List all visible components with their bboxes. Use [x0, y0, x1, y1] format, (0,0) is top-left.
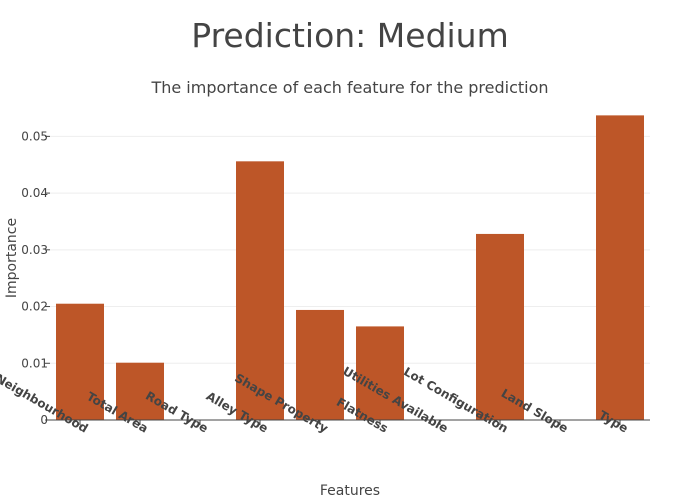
bar-lot-configuration[interactable]	[476, 233, 524, 420]
y-tick-label: 0.01	[21, 356, 48, 370]
y-tick-label: 0.02	[21, 300, 48, 314]
y-axis-label: Importance	[4, 218, 20, 298]
y-tick-label: 0.04	[21, 186, 48, 200]
bar-neighbourhood[interactable]	[56, 303, 104, 420]
bar-total-area[interactable]	[116, 362, 164, 420]
y-tick-label: 0.03	[21, 243, 48, 257]
y-tick-label: 0.05	[21, 129, 48, 143]
bar-alley-type[interactable]	[236, 161, 284, 420]
y-axis-ticks: 0 0.01 0.02 0.03 0.04 0.05	[21, 129, 50, 427]
chart-subtitle: The importance of each feature for the p…	[151, 78, 549, 97]
bars	[56, 115, 644, 420]
bar-type[interactable]	[596, 115, 644, 420]
chart-title: Prediction: Medium	[191, 16, 509, 55]
gridlines	[50, 135, 650, 364]
bar-flatness[interactable]	[356, 326, 404, 420]
x-axis-label: Features	[320, 483, 380, 499]
bar-shape-property[interactable]	[296, 309, 344, 420]
y-tick-label: 0	[40, 413, 48, 427]
